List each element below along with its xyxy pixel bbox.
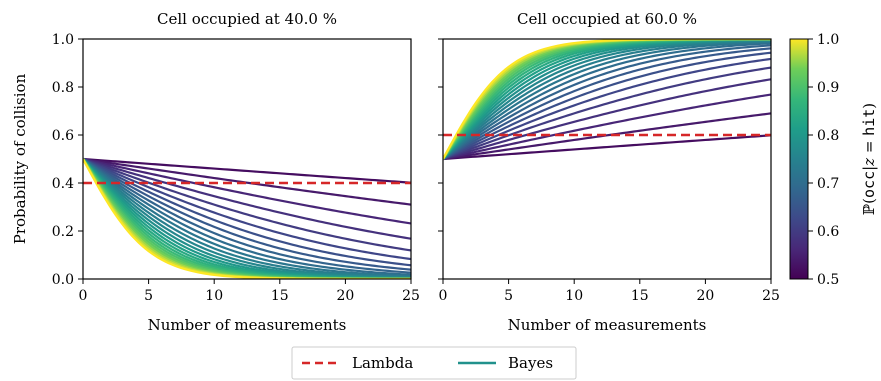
bayes-curve	[83, 158, 411, 276]
right-bayes-curves	[443, 39, 771, 161]
bayes-curve	[83, 158, 411, 267]
colorbar-label-z: z	[860, 158, 878, 167]
left-y-axis-label: Probability of collision	[11, 73, 29, 244]
x-tick-label: 5	[504, 288, 513, 304]
left-x-axis-label: Number of measurements	[148, 316, 347, 334]
colorbar-tick-label: 0.6	[817, 224, 839, 240]
x-tick-label: 15	[631, 288, 649, 304]
right-panel-title: Cell occupied at 60.0 %	[517, 10, 697, 28]
bayes-curve	[443, 51, 771, 160]
bayes-curve	[443, 112, 771, 161]
x-tick-label: 25	[402, 288, 420, 304]
bayes-curve	[83, 158, 411, 279]
x-tick-label: 10	[565, 288, 583, 304]
x-tick-label: 0	[79, 288, 88, 304]
legend: Lambda Bayes	[291, 346, 577, 380]
colorbar-gradient	[789, 38, 809, 280]
left-x-axis: 0 5 10 15 20 25	[79, 279, 420, 304]
legend-lambda-label: Lambda	[352, 354, 413, 372]
colorbar-tick-label: 1.0	[817, 32, 839, 48]
x-tick-label: 10	[205, 288, 223, 304]
bayes-curve	[83, 157, 411, 261]
x-tick-label: 15	[271, 288, 289, 304]
bayes-curve	[443, 78, 771, 161]
bayes-curve	[443, 40, 771, 160]
bayes-curve	[83, 158, 411, 278]
y-tick-label: 0.8	[52, 80, 74, 96]
left-bayes-curves	[83, 157, 411, 279]
bayes-curve	[443, 42, 771, 160]
bayes-curve	[83, 157, 411, 206]
x-tick-label: 20	[336, 288, 354, 304]
colorbar-label-sep: |	[860, 166, 878, 171]
bayes-curve	[83, 158, 411, 274]
left-panel-title: Cell occupied at 40.0 %	[157, 10, 337, 28]
x-tick-label: 20	[696, 288, 714, 304]
legend-frame	[291, 346, 577, 380]
bayes-curve	[83, 157, 411, 252]
colorbar-label-suffix: )	[860, 103, 878, 109]
bayes-curve	[443, 47, 771, 160]
legend-bayes-label: Bayes	[508, 354, 553, 372]
bayes-curve	[443, 57, 771, 161]
bayes-curve	[83, 157, 411, 184]
y-tick-label: 0.6	[52, 128, 74, 144]
bayes-curve	[443, 93, 771, 161]
bayes-curve	[443, 134, 771, 161]
bayes-curve	[83, 157, 411, 225]
colorbar-label: ℙ(occ|z = hit)	[860, 103, 878, 215]
y-tick-label: 0.2	[52, 224, 74, 240]
x-tick-label: 25	[762, 288, 780, 304]
left-panel: Cell occupied at 40.0 % 0 5 10 15 20 25 0.00.…	[11, 10, 420, 334]
y-tick-label: 0.0	[52, 272, 74, 288]
colorbar-tick-label: 0.5	[817, 272, 839, 288]
colorbar-label-occ: occ	[860, 171, 878, 198]
bayes-curve	[83, 158, 411, 271]
left-y-axis: 0.0 0.2 0.4 0.6 0.8 1.0	[52, 32, 83, 288]
colorbar-label-hit: hit	[860, 109, 878, 136]
y-tick-label: 1.0	[52, 32, 74, 48]
bayes-curve	[443, 66, 771, 161]
colorbar-label-prefix: ℙ(	[860, 198, 878, 215]
right-x-axis: 0 5 10 15 20 25	[439, 279, 780, 304]
bayes-curve	[443, 44, 771, 160]
right-y-axis	[438, 38, 443, 280]
right-axes-frame	[442, 38, 772, 280]
colorbar-ticks: 0.5 0.6 0.7 0.8 0.9 1.0	[808, 32, 839, 288]
bayes-curve	[443, 39, 771, 160]
colorbar-tick-label: 0.9	[817, 80, 839, 96]
colorbar-tick-label: 0.8	[817, 128, 839, 144]
right-x-axis-label: Number of measurements	[508, 316, 707, 334]
x-tick-label: 0	[439, 288, 448, 304]
colorbar-label-eq: =	[860, 136, 878, 158]
bayes-curve	[83, 157, 411, 240]
y-tick-label: 0.4	[52, 176, 74, 192]
colorbar-tick-label: 0.7	[817, 176, 839, 192]
colorbar: 0.5 0.6 0.7 0.8 0.9 1.0 ℙ(occ|z = hit)	[789, 32, 878, 288]
left-axes-frame	[82, 38, 412, 280]
right-panel: Cell occupied at 60.0 % 0 5 10 15 20 25 Numbe…	[438, 10, 780, 334]
x-tick-label: 5	[144, 288, 153, 304]
